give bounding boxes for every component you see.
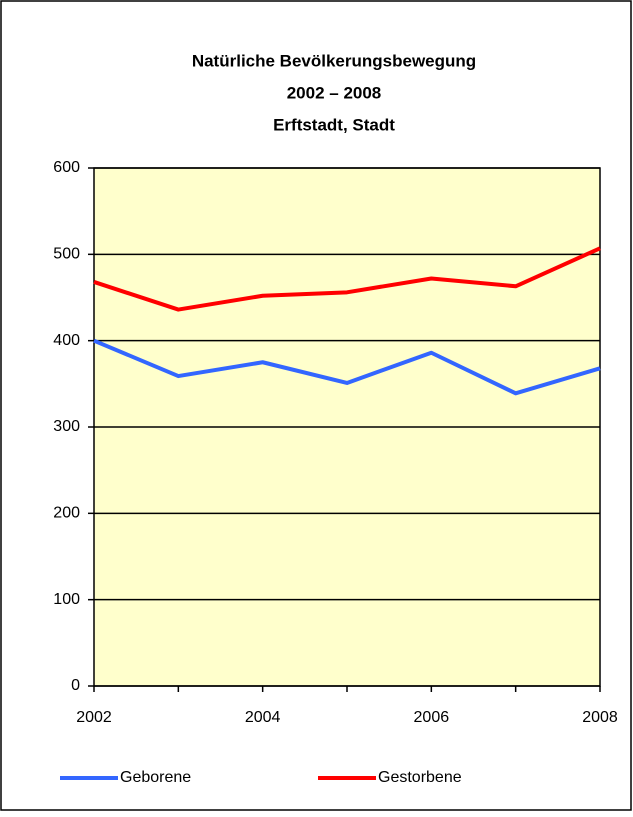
y-tick-label: 600 bbox=[53, 159, 80, 176]
line-series bbox=[93, 246, 601, 312]
y-tick-label: 0 bbox=[71, 677, 80, 694]
legend-label: Gestorbene bbox=[378, 769, 462, 786]
y-tick-label: 100 bbox=[53, 591, 80, 608]
y-tick-label: 400 bbox=[53, 332, 80, 349]
y-tick-label: 500 bbox=[53, 246, 80, 263]
x-tick-label: 2002 bbox=[76, 709, 112, 726]
chart-subtitle: 2002 – 2008 bbox=[287, 83, 382, 102]
legend-label: Geborene bbox=[120, 769, 191, 786]
x-tick-label: 2006 bbox=[414, 709, 450, 726]
line-series bbox=[93, 338, 601, 396]
y-tick-label: 200 bbox=[53, 505, 80, 522]
x-tick-label: 2004 bbox=[245, 709, 281, 726]
chart-subtitle: Erftstadt, Stadt bbox=[273, 115, 395, 134]
chart-title: Natürliche Bevölkerungsbewegung bbox=[192, 51, 476, 70]
x-tick-label: 2008 bbox=[582, 709, 618, 726]
y-tick-label: 300 bbox=[53, 418, 80, 435]
